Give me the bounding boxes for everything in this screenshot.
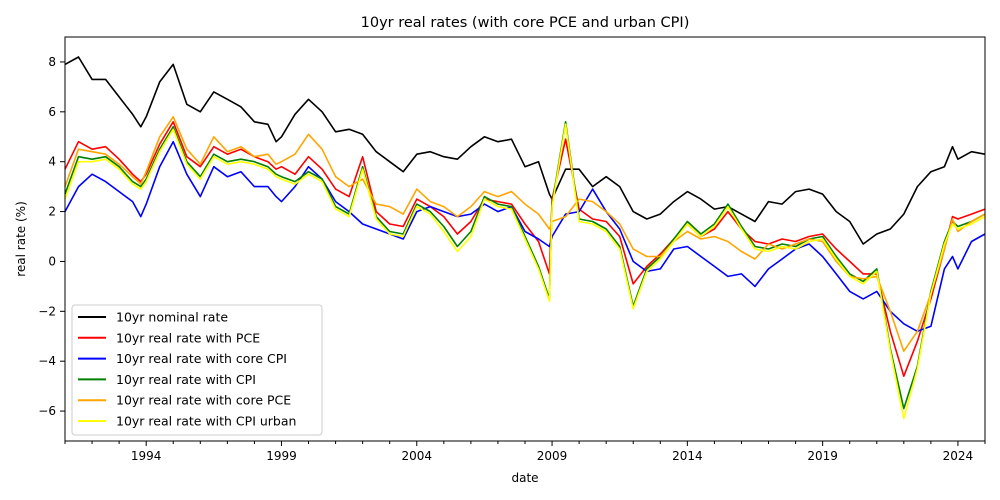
y-tick-label: 8 bbox=[48, 55, 56, 69]
x-tick-label: 2014 bbox=[672, 449, 703, 463]
series-line-6 bbox=[64, 123, 986, 420]
legend-label: 10yr real rate with CPI urban bbox=[116, 414, 296, 429]
x-tick-label: 1999 bbox=[266, 449, 297, 463]
legend-label: 10yr real rate with CPI bbox=[116, 372, 256, 387]
series-layer bbox=[64, 56, 986, 420]
x-tick-label: 2004 bbox=[401, 449, 432, 463]
x-tick-label: 1994 bbox=[131, 449, 162, 463]
x-axis-label: date bbox=[511, 471, 538, 485]
legend-label: 10yr nominal rate bbox=[116, 310, 228, 325]
series-line-4 bbox=[64, 121, 986, 410]
legend-label: 10yr real rate with core PCE bbox=[116, 393, 291, 408]
y-tick-label: 0 bbox=[48, 254, 56, 268]
series-line-1 bbox=[64, 56, 986, 245]
y-tick-label: 4 bbox=[48, 155, 56, 169]
y-tick-label: 6 bbox=[48, 105, 56, 119]
x-tick-label: 2009 bbox=[537, 449, 568, 463]
y-tick-label: −4 bbox=[38, 354, 56, 368]
series-line-3 bbox=[64, 140, 986, 333]
x-tick-label: 2019 bbox=[807, 449, 838, 463]
series-line-5 bbox=[64, 116, 986, 353]
x-axis: 1994 1999 2004 2009 2014 2019 2024 bbox=[64, 441, 986, 463]
y-axis: −6 −4 −2 0 2 4 6 8 bbox=[38, 55, 65, 418]
legend-label: 10yr real rate with core CPI bbox=[116, 351, 287, 366]
legend-box bbox=[71, 304, 323, 436]
legend-label: 10yr real rate with PCE bbox=[116, 330, 260, 345]
series-line-2 bbox=[64, 121, 986, 378]
y-tick-label: −6 bbox=[38, 404, 56, 418]
x-tick-label: 2024 bbox=[943, 449, 974, 463]
legend: 10yr nominal rate 10yr real rate with PCE… bbox=[71, 304, 323, 436]
y-tick-label: −2 bbox=[38, 304, 56, 318]
y-axis-label: real rate (%) bbox=[14, 201, 28, 277]
chart-title: 10yr real rates (with core PCE and urban… bbox=[361, 15, 690, 31]
y-tick-label: 2 bbox=[48, 205, 56, 219]
